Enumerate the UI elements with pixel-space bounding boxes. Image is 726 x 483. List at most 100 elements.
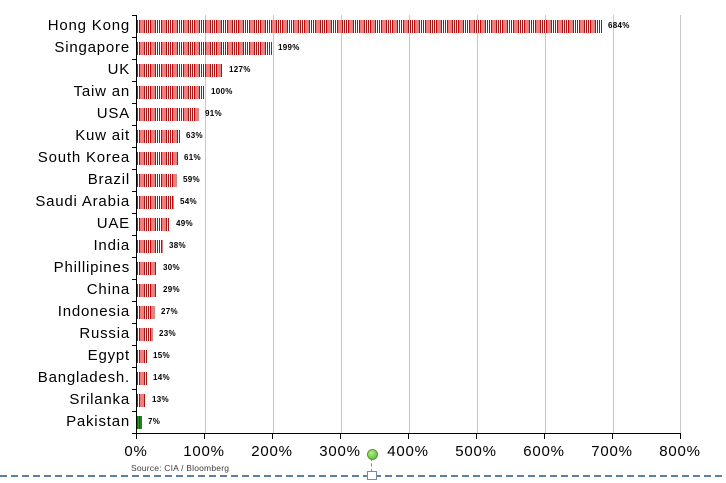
category-label: Kuw ait: [75, 127, 130, 144]
bar: [137, 239, 163, 253]
y-axis-tick: [132, 125, 136, 126]
bar-value-label: 38%: [169, 241, 186, 250]
category-label: South Korea: [37, 149, 130, 166]
bar-value-label: 54%: [180, 197, 197, 206]
bar-value-label: 30%: [163, 263, 180, 272]
bar-value-label: 199%: [278, 43, 300, 52]
category-label: Hong Kong: [47, 17, 130, 34]
x-tick-label: 500%: [455, 443, 497, 460]
bar: [137, 261, 157, 275]
x-axis-tick: [476, 434, 477, 439]
x-axis-tick: [340, 434, 341, 439]
bar-value-label: 59%: [183, 175, 200, 184]
category-label: Pakistan: [66, 413, 130, 430]
bar: [137, 85, 205, 99]
bar-value-label: 100%: [211, 87, 233, 96]
selection-dashed-line[interactable]: [0, 475, 726, 477]
bar-value-label: 15%: [153, 351, 170, 360]
y-axis-tick: [132, 279, 136, 280]
gridline: [341, 15, 342, 433]
y-axis-tick: [132, 257, 136, 258]
y-axis-tick: [132, 345, 136, 346]
category-label: USA: [96, 105, 130, 122]
category-label: UAE: [96, 215, 130, 232]
bar: [137, 415, 142, 429]
bar: [137, 305, 155, 319]
bar-value-label: 7%: [148, 417, 161, 426]
gridline: [205, 15, 206, 433]
bar-value-label: 49%: [176, 219, 193, 228]
bar: [137, 195, 174, 209]
x-tick-label: 700%: [591, 443, 633, 460]
x-axis-tick: [136, 434, 137, 439]
category-label: Egypt: [87, 347, 130, 364]
x-tick-label: 600%: [523, 443, 565, 460]
y-axis-tick: [132, 411, 136, 412]
bar: [137, 283, 157, 297]
y-axis-tick: [132, 37, 136, 38]
bar: [137, 63, 223, 77]
category-label: UK: [107, 61, 130, 78]
bar-value-label: 63%: [186, 131, 203, 140]
bar: [137, 19, 602, 33]
sizing-handle[interactable]: [367, 471, 377, 480]
y-axis-tick: [132, 323, 136, 324]
y-axis-tick: [132, 191, 136, 192]
category-label: Singapore: [54, 39, 130, 56]
x-axis-tick: [612, 434, 613, 439]
gridline: [477, 15, 478, 433]
x-axis-tick: [204, 434, 205, 439]
bar-value-label: 61%: [184, 153, 201, 162]
gridline: [680, 15, 681, 433]
category-label: Taiw an: [73, 83, 130, 100]
x-axis-tick: [408, 434, 409, 439]
y-axis-tick: [132, 15, 136, 16]
category-label: India: [93, 237, 130, 254]
handle-connector-line: [371, 458, 372, 472]
y-axis-tick: [132, 103, 136, 104]
bar-value-label: 91%: [205, 109, 222, 118]
category-label: Saudi Arabia: [35, 193, 130, 210]
bar-value-label: 27%: [161, 307, 178, 316]
y-axis-tick: [132, 59, 136, 60]
bar-value-label: 29%: [163, 285, 180, 294]
rotation-handle-icon[interactable]: [367, 449, 378, 460]
bar-value-label: 14%: [153, 373, 170, 382]
gridline: [613, 15, 614, 433]
x-tick-label: 800%: [659, 443, 701, 460]
y-axis-tick: [132, 147, 136, 148]
bar-value-label: 684%: [608, 21, 630, 30]
bar-value-label: 127%: [229, 65, 251, 74]
bar: [137, 371, 147, 385]
category-label: Brazil: [87, 171, 130, 188]
y-axis-tick: [132, 389, 136, 390]
x-axis-tick: [680, 434, 681, 439]
x-tick-label: 400%: [387, 443, 429, 460]
y-axis-tick: [132, 367, 136, 368]
category-label: Indonesia: [57, 303, 130, 320]
y-axis-tick: [132, 81, 136, 82]
category-label: Russia: [79, 325, 130, 342]
y-axis-tick: [132, 213, 136, 214]
x-tick-label: 200%: [251, 443, 293, 460]
gridline: [273, 15, 274, 433]
bar-value-label: 23%: [159, 329, 176, 338]
category-label: China: [86, 281, 130, 298]
gridline: [409, 15, 410, 433]
gridline: [545, 15, 546, 433]
x-tick-label: 100%: [183, 443, 225, 460]
plot-area: 684% 199% 127% 100% 91% 63% 61% 59% 54% 49% 38% 30%…: [136, 15, 681, 434]
bar: [137, 41, 272, 55]
bar: [137, 173, 177, 187]
x-tick-label: 0%: [124, 443, 148, 460]
bar: [137, 327, 153, 341]
bar-value-label: 13%: [152, 395, 169, 404]
category-label: Phillipines: [53, 259, 130, 276]
y-axis-tick: [132, 301, 136, 302]
y-axis-tick: [132, 235, 136, 236]
y-axis-tick: [132, 169, 136, 170]
x-axis-tick: [544, 434, 545, 439]
bar: [137, 349, 147, 363]
bar: [137, 217, 170, 231]
category-label: Srilanka: [69, 391, 130, 408]
